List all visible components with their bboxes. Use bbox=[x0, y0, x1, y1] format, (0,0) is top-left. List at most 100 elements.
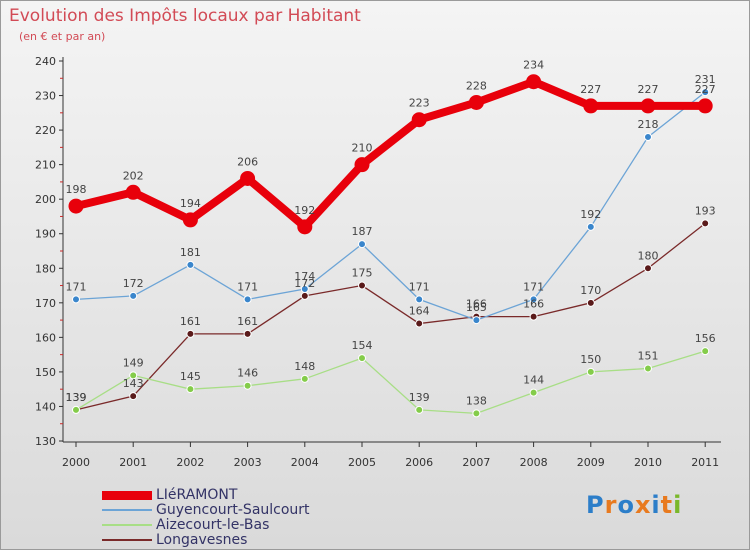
data-label: 192 bbox=[294, 204, 315, 217]
legend-item: Aizecourt-le-Bas bbox=[102, 517, 270, 533]
data-point bbox=[701, 219, 710, 228]
data-label: 171 bbox=[237, 280, 258, 293]
y-tick-label: 180 bbox=[35, 262, 56, 275]
data-point bbox=[529, 295, 538, 304]
x-tick-label: 2010 bbox=[634, 456, 662, 469]
x-tick-label: 2009 bbox=[577, 456, 605, 469]
legend-item: LIéRAMONT bbox=[102, 487, 237, 503]
logo-letter: r bbox=[604, 491, 618, 519]
data-point bbox=[468, 94, 484, 110]
data-label: 166 bbox=[523, 298, 544, 311]
y-tick-label: 230 bbox=[35, 90, 56, 103]
data-label: 194 bbox=[180, 197, 201, 210]
chart-subtitle: (en € et par an) bbox=[19, 30, 106, 43]
data-label: 187 bbox=[352, 225, 373, 238]
x-tick-label: 2004 bbox=[291, 456, 319, 469]
legend-label: Aizecourt-le-Bas bbox=[156, 517, 270, 533]
data-point bbox=[586, 222, 595, 231]
y-tick-label: 200 bbox=[35, 193, 56, 206]
data-label: 156 bbox=[695, 332, 716, 345]
data-point bbox=[354, 157, 370, 173]
data-label: 171 bbox=[409, 280, 430, 293]
data-point bbox=[68, 198, 84, 214]
data-label: 139 bbox=[409, 391, 430, 404]
data-label: 198 bbox=[66, 183, 87, 196]
data-label: 165 bbox=[466, 301, 487, 314]
y-tick-label: 140 bbox=[35, 400, 56, 413]
data-point bbox=[415, 319, 424, 328]
legend-swatch bbox=[102, 490, 152, 500]
data-point bbox=[644, 133, 652, 141]
data-label: 175 bbox=[352, 267, 373, 280]
data-label: 202 bbox=[123, 169, 144, 182]
data-point bbox=[358, 240, 366, 249]
y-tick-label: 150 bbox=[35, 366, 56, 379]
x-tick-label: 2008 bbox=[520, 456, 548, 469]
data-label: 154 bbox=[352, 339, 373, 352]
data-point bbox=[182, 212, 198, 228]
data-point bbox=[583, 98, 599, 114]
data-point bbox=[300, 291, 309, 300]
data-point bbox=[701, 347, 710, 356]
logo-letter: i bbox=[673, 491, 683, 519]
data-label: 144 bbox=[523, 374, 544, 387]
data-point bbox=[701, 88, 710, 97]
data-point bbox=[644, 364, 652, 373]
data-label: 181 bbox=[180, 246, 201, 259]
x-tick-label: 2003 bbox=[234, 456, 262, 469]
data-point bbox=[640, 98, 656, 114]
series-line bbox=[75, 77, 706, 231]
data-label: 174 bbox=[294, 270, 315, 283]
data-point bbox=[72, 295, 80, 304]
data-point bbox=[186, 260, 195, 269]
data-label: 228 bbox=[466, 79, 487, 92]
data-point bbox=[358, 354, 366, 363]
data-point bbox=[297, 219, 313, 235]
data-label: 210 bbox=[352, 142, 373, 155]
logo-letter: o bbox=[617, 491, 635, 519]
y-tick-label: 220 bbox=[35, 124, 56, 137]
data-label: 206 bbox=[237, 155, 258, 168]
data-point bbox=[240, 170, 256, 186]
data-point bbox=[526, 74, 542, 90]
data-label: 223 bbox=[409, 97, 430, 110]
x-tick-label: 2006 bbox=[405, 456, 433, 469]
data-label: 171 bbox=[523, 280, 544, 293]
data-label: 148 bbox=[294, 360, 315, 373]
data-point bbox=[529, 312, 538, 321]
data-point bbox=[415, 405, 424, 414]
data-point bbox=[411, 112, 427, 128]
y-tick-label: 170 bbox=[35, 297, 56, 310]
data-label: 151 bbox=[638, 349, 659, 362]
data-point bbox=[697, 98, 713, 114]
y-tick-label: 240 bbox=[35, 55, 56, 68]
data-label: 192 bbox=[580, 208, 601, 221]
data-label: 146 bbox=[237, 367, 258, 380]
data-label: 170 bbox=[580, 284, 601, 297]
data-point bbox=[300, 374, 309, 383]
x-tick-label: 2011 bbox=[691, 456, 719, 469]
data-point bbox=[415, 295, 424, 304]
data-point bbox=[243, 329, 252, 338]
logo-letter: i bbox=[651, 491, 661, 519]
data-label: 172 bbox=[123, 277, 144, 290]
data-point bbox=[586, 367, 595, 376]
data-label: 227 bbox=[638, 83, 659, 96]
series-line bbox=[75, 350, 706, 415]
logo-letter: x bbox=[634, 491, 652, 519]
x-tick-label: 2007 bbox=[462, 456, 490, 469]
data-label: 218 bbox=[638, 118, 659, 131]
data-label: 227 bbox=[580, 83, 601, 96]
data-label: 171 bbox=[66, 280, 87, 293]
data-label: 227 bbox=[695, 83, 716, 96]
x-tick-label: 2001 bbox=[119, 456, 147, 469]
data-point bbox=[129, 371, 138, 380]
data-point bbox=[472, 409, 481, 418]
data-point bbox=[529, 388, 538, 397]
series-line bbox=[75, 91, 706, 321]
y-tick-label: 160 bbox=[35, 331, 56, 344]
data-label: 180 bbox=[638, 249, 659, 262]
data-point bbox=[186, 329, 195, 338]
